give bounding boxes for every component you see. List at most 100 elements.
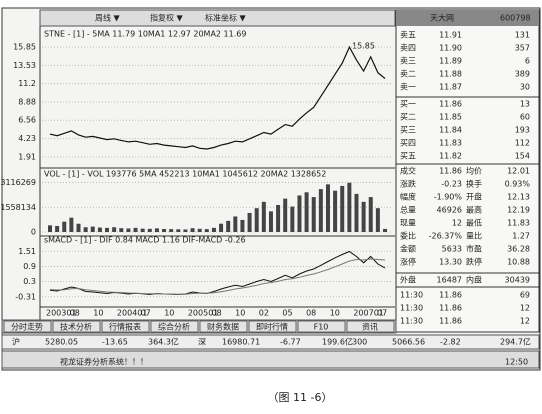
stat-cell: 10.88 [507, 258, 530, 267]
tab[interactable] [150, 320, 199, 333]
volume-bar [169, 229, 174, 232]
quote-cell: 卖五 [400, 31, 416, 40]
stat-cell: 12 [452, 219, 462, 228]
tab-label[interactable]: 资讯 [362, 322, 378, 332]
panel-header: STNE - [1] - 5MA 11.79 10MA1 12.97 20MA2… [44, 30, 246, 39]
line [49, 45, 386, 150]
volume-bar [119, 228, 124, 232]
panel-header: sMACD - [1] - DIF 0.84 MACD 1.16 DIF-MAC… [44, 236, 246, 245]
quote-cell: 11.84 [439, 126, 462, 135]
message-bar [1, 350, 540, 369]
quote-cell: 11.86 [439, 317, 462, 326]
volume-bar [347, 182, 352, 232]
tab-label[interactable]: 综合分析 [158, 322, 190, 332]
menu-item[interactable]: 标准坐标 ▼ [205, 13, 247, 23]
volume-bar [162, 228, 167, 232]
stat-cell: -26.37% [429, 232, 463, 241]
stat-cell: 13.30 [439, 258, 462, 267]
menu-item[interactable]: 指复权 ▼ [150, 13, 184, 23]
quote-cell: 69 [520, 291, 530, 300]
date-label: 200401 [117, 309, 148, 318]
quote-cell: 11.87 [439, 83, 462, 92]
stat-cell: 幅度 [400, 192, 416, 202]
tab-label[interactable]: F10 [314, 323, 329, 332]
stat-cell: 12.01 [507, 167, 530, 176]
stat-cell: 最低 [466, 218, 482, 228]
quote-cell: 11.82 [439, 152, 462, 161]
volume-bar [226, 220, 231, 232]
quote-cell: 154 [515, 152, 530, 161]
tab[interactable] [248, 320, 297, 333]
volume-bar [190, 228, 195, 232]
tab-label[interactable]: 行情报表 [109, 322, 141, 332]
caption: （图 11 -6） [268, 391, 333, 404]
volume-bar [354, 193, 359, 232]
menu-item[interactable]: 周线 ▼ [95, 13, 121, 23]
tab[interactable] [101, 320, 150, 333]
tab[interactable] [3, 320, 52, 333]
volume-bar [97, 227, 102, 232]
quote-cell: 12 [520, 304, 530, 313]
tab[interactable] [346, 320, 395, 333]
stat-cell: 1.27 [512, 232, 530, 241]
quote-cell: 6 [525, 57, 530, 66]
status-cell: 199.6亿 [322, 337, 353, 347]
date-label: 10 [235, 309, 245, 318]
volume-bar [340, 185, 345, 232]
quote-cell: 112 [515, 139, 530, 148]
tab-label[interactable]: 分时走势 [11, 322, 43, 332]
status-cell: 364.3亿 [148, 337, 179, 347]
y-tick-label: 3116269 [0, 178, 36, 187]
tab-label[interactable]: 财务数据 [207, 322, 239, 332]
stock-code: 600798 [500, 14, 531, 23]
volume-bar [290, 206, 295, 232]
quote-cell: 买二 [400, 113, 416, 122]
quote-cell: 买一 [400, 100, 416, 109]
status-cell: 沪 [12, 337, 20, 347]
quote-cell: 卖四 [400, 44, 416, 53]
y-tick-label: -0.31 [15, 292, 36, 301]
quote-cell: 11:30 [400, 304, 423, 313]
stat-cell: -1.90% [434, 193, 463, 202]
volume-bar [55, 225, 60, 232]
quote-cell: 买三 [400, 126, 416, 135]
stat-cell: 总量 [400, 205, 416, 215]
y-tick-label: 8.88 [18, 97, 36, 106]
volume-bar [276, 205, 281, 232]
volume-bar [76, 223, 81, 232]
quote-cell: 12 [520, 317, 530, 326]
y-tick-label: 11.2 [18, 79, 36, 88]
tab[interactable] [297, 320, 346, 333]
inout-cell: 16487 [437, 276, 462, 285]
volume-bar [126, 228, 131, 232]
tab-label[interactable]: 即时行情 [256, 322, 288, 332]
tab[interactable] [199, 320, 248, 333]
volume-bar [304, 192, 309, 232]
quote-cell: 卖一 [400, 83, 416, 92]
stat-cell: 金额 [400, 244, 416, 254]
volume-bar [233, 216, 238, 232]
date-label: 07 [377, 309, 387, 318]
tab-label[interactable]: 技术分析 [60, 322, 92, 332]
stat-cell: 量比 [466, 231, 482, 241]
status-bar [1, 334, 540, 350]
tab[interactable] [52, 320, 101, 333]
status-cell: 深 [198, 338, 206, 347]
volume-bar [140, 228, 145, 232]
quote-cell: 卖三 [400, 57, 416, 66]
quote-cell: 买五 [400, 152, 416, 161]
toolbar [39, 9, 396, 27]
volume-bar [105, 227, 110, 232]
status-cell: -6.77 [280, 338, 301, 347]
quote-cell: 11.91 [439, 31, 462, 40]
quote-cell: 11.86 [439, 100, 462, 109]
stat-cell: 最高 [466, 205, 482, 215]
volume-bar [62, 221, 67, 232]
stat-cell: 均价 [466, 166, 482, 176]
y-tick-label: 0.9 [23, 262, 36, 271]
quote-cell: 11.83 [439, 139, 462, 148]
quote-cell: 357 [515, 44, 530, 53]
date-label: 08 [212, 309, 222, 318]
status-cell: 5280.05 [45, 338, 78, 347]
